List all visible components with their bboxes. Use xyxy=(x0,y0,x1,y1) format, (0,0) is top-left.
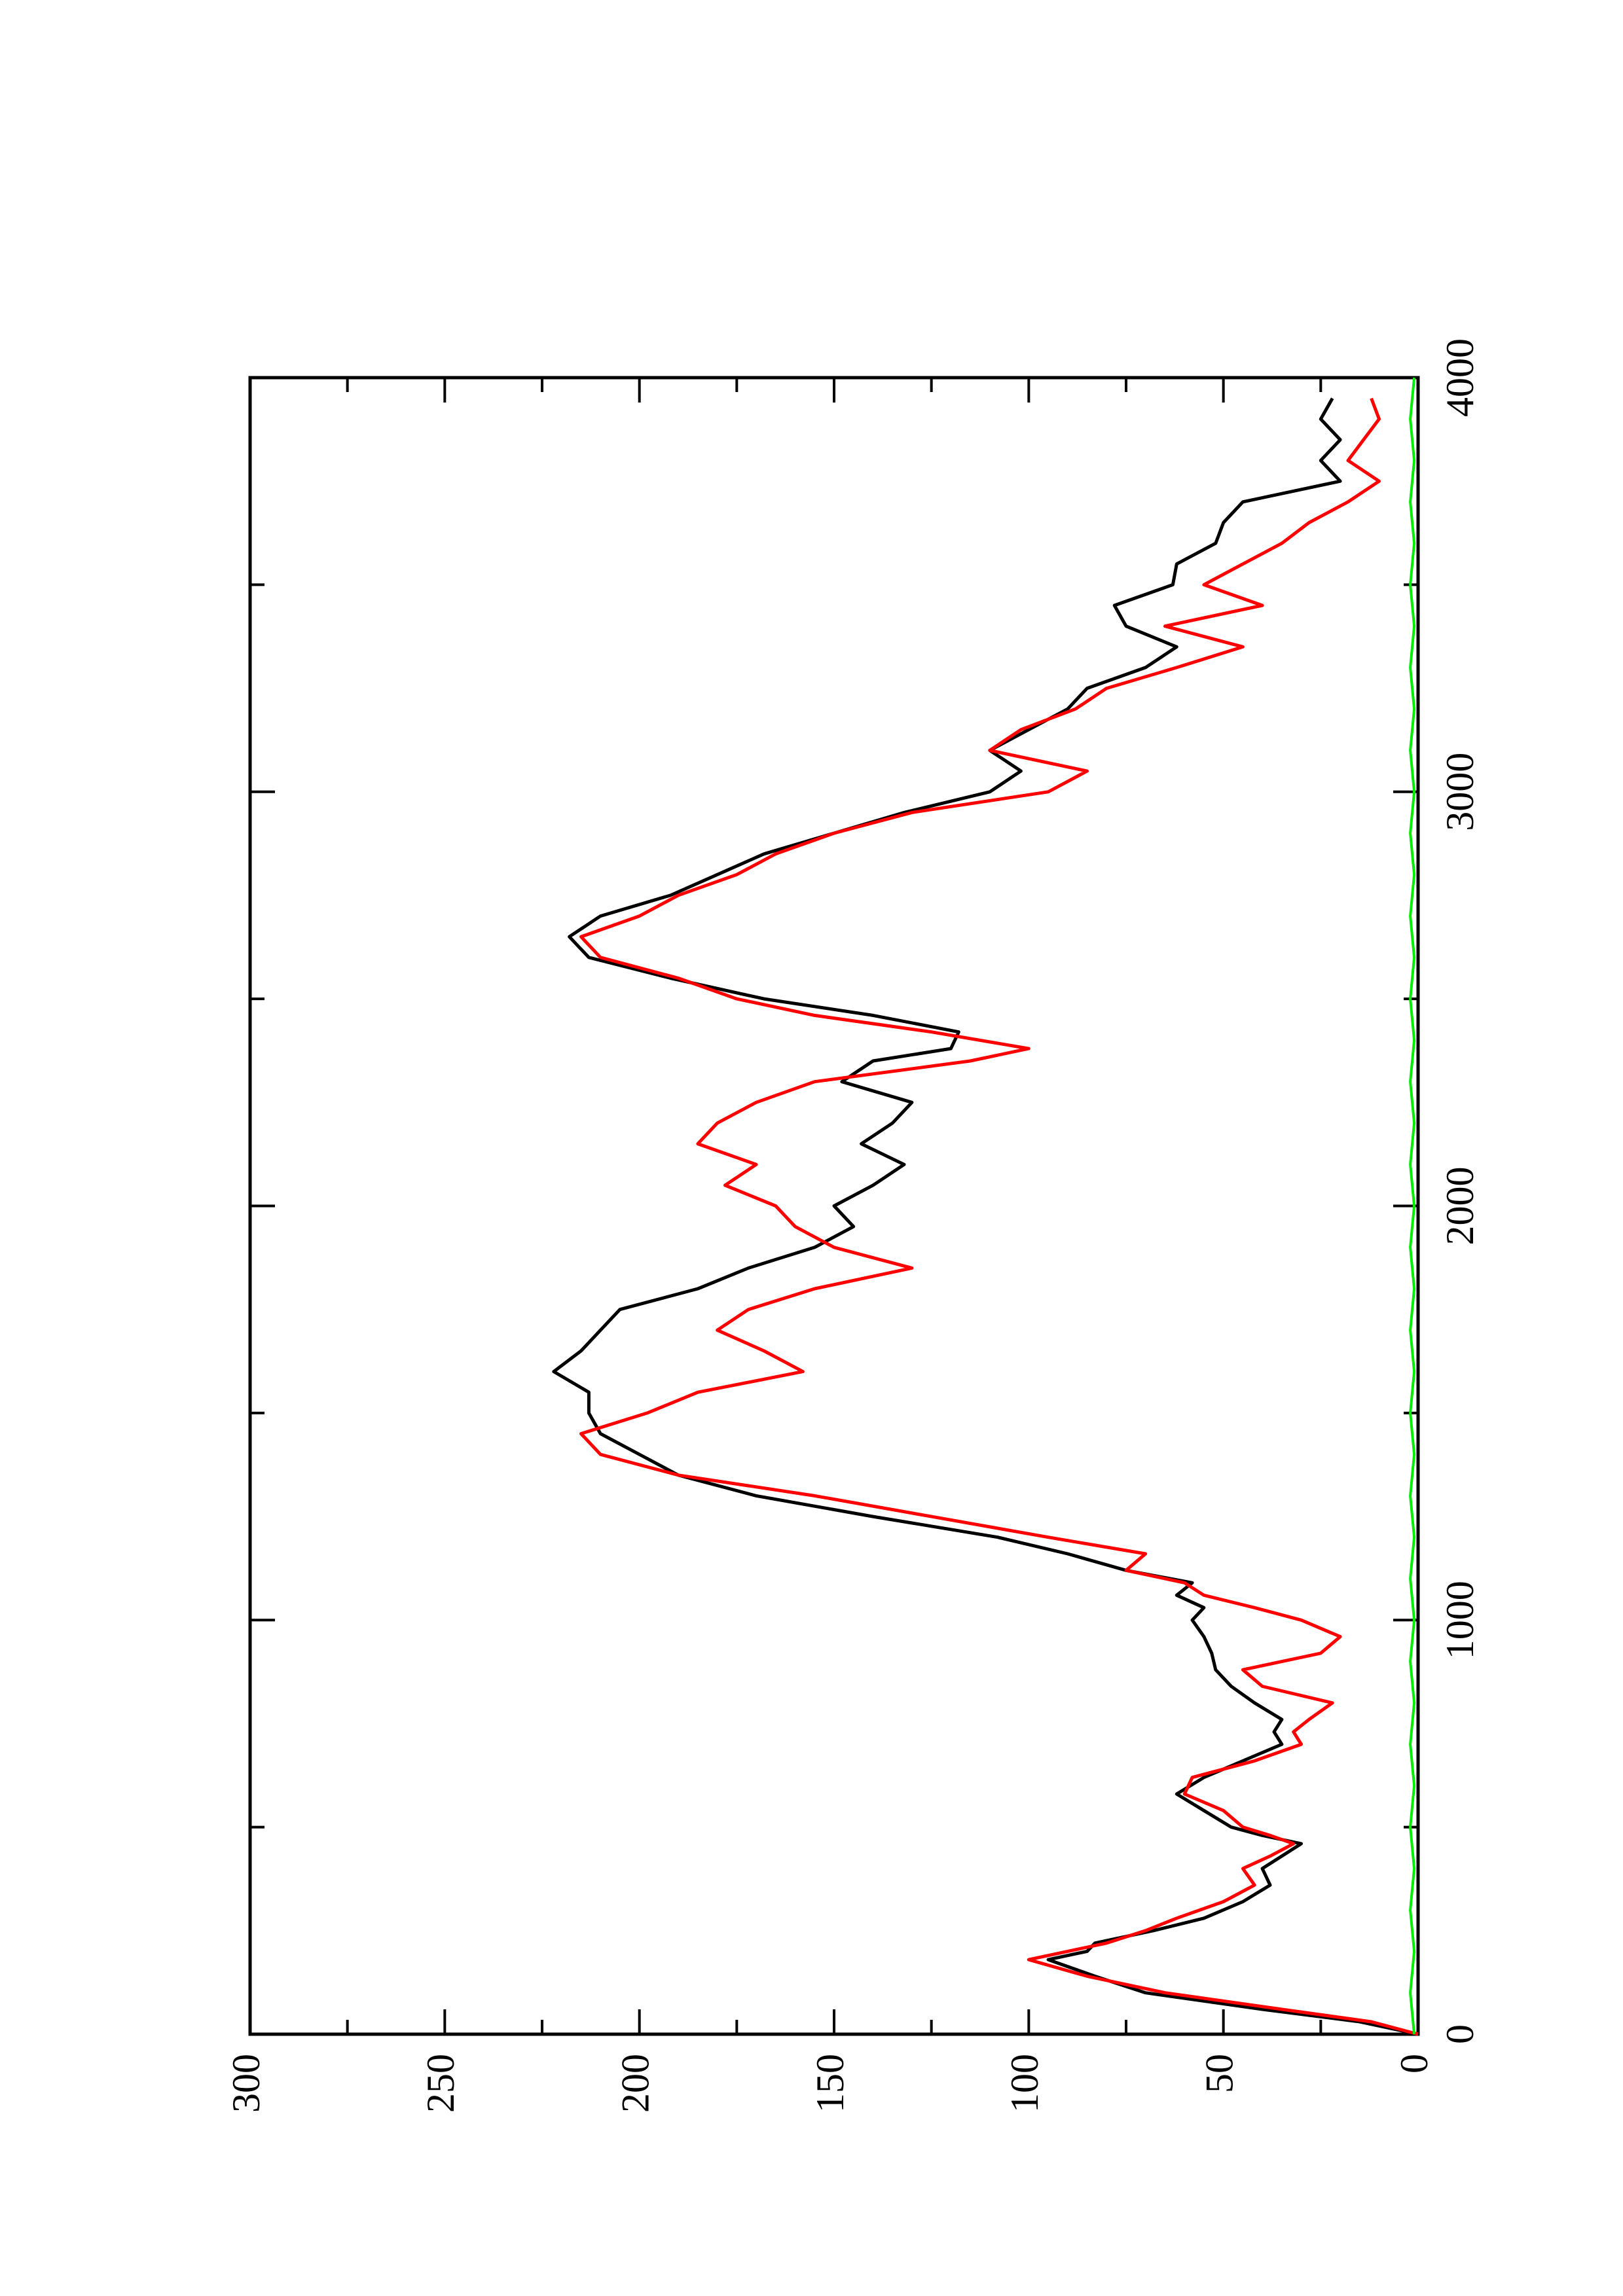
series-line-1 xyxy=(552,397,1419,2036)
y-tick-label: 200 xyxy=(613,2054,657,2113)
x-tick-label: 1000 xyxy=(1438,1581,1482,1659)
y-tick-label: 100 xyxy=(1003,2054,1046,2113)
series-layer xyxy=(552,377,1419,2036)
y-tick-label: 0 xyxy=(1393,2054,1436,2073)
axis-tick-labels: 0 1000 2000 3000 4000 0 50 100 150 200 250 300 xyxy=(225,338,1482,2113)
y-tick-label: 150 xyxy=(809,2054,852,2113)
x-tick-label: 0 xyxy=(1438,2024,1482,2044)
y-tick-label: 250 xyxy=(419,2054,462,2113)
x-tick-label: 3000 xyxy=(1438,753,1482,831)
series-line-2 xyxy=(579,397,1419,2036)
series-line-3 xyxy=(1409,377,1416,2035)
x-tick-label: 4000 xyxy=(1438,338,1482,417)
x-tick-label: 2000 xyxy=(1438,1167,1482,1246)
y-tick-label: 50 xyxy=(1197,2054,1241,2093)
y-tick-label: 300 xyxy=(225,2054,268,2113)
